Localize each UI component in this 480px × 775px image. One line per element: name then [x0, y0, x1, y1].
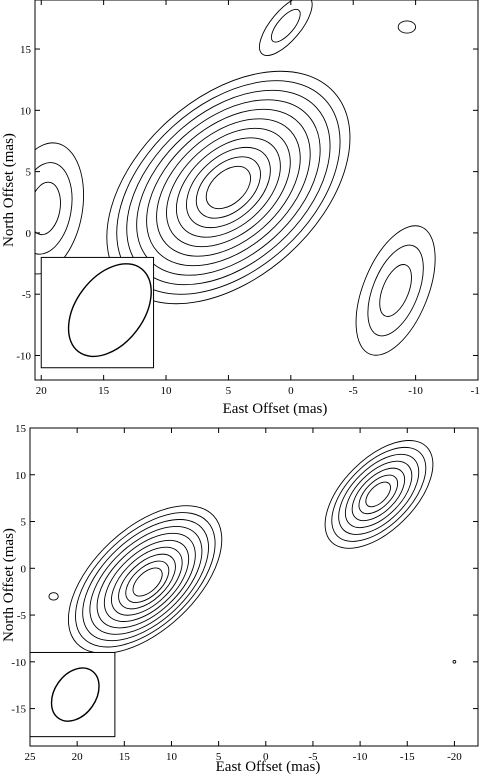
x-tick-label: 20	[36, 385, 48, 397]
contour-level	[365, 481, 391, 508]
beam-inset-frame	[29, 651, 116, 738]
x-tick-label: -5	[349, 385, 359, 397]
contour-level	[125, 560, 170, 603]
contour-level	[452, 659, 457, 664]
top-y-ticks: 15 10 5 0 -5 -10	[16, 44, 478, 362]
top-beam-inset	[40, 256, 155, 369]
contour-level	[156, 118, 301, 257]
y-tick-label: 10	[20, 105, 32, 117]
y-tick-label: 0	[26, 228, 32, 240]
contour-level	[96, 532, 196, 629]
top-x-axis-label: East Offset (mas)	[223, 401, 328, 417]
contour-level	[75, 512, 216, 648]
contour-level	[166, 127, 291, 248]
beam-ellipse	[50, 667, 100, 722]
contour-level	[35, 142, 85, 275]
bottom-contour-panel: 25 20 15 10 5 0 -5 -10 -15 -20 15 10 5 0 -5 -10 -15 Eas…	[1, 423, 479, 775]
contour-level	[67, 505, 223, 654]
y-tick-label: 5	[26, 167, 32, 179]
beam-ellipse	[67, 263, 152, 358]
x-tick-label: -10	[408, 385, 423, 397]
contour-level	[331, 446, 427, 542]
contour-level	[397, 20, 417, 34]
bottom-beam-inset	[29, 651, 116, 738]
x-tick-label: 25	[25, 751, 37, 763]
x-tick-label: -10	[353, 751, 368, 763]
contour-level	[35, 162, 73, 255]
y-tick-label: -5	[22, 289, 32, 301]
contour-level	[338, 453, 420, 535]
y-tick-label: 15	[15, 423, 27, 435]
y-tick-label: 10	[15, 470, 27, 482]
contour-level	[324, 440, 434, 549]
contour-level	[146, 108, 311, 267]
top-contour-panel: 20 15 10 5 0 -5 -10 -15 15 10 5 0 -5 -10 East Offset…	[1, 0, 480, 417]
top-contours	[35, 0, 436, 356]
bottom-y-axis-label: North Offset (mas)	[1, 528, 17, 642]
bottom-plot-frame	[29, 427, 479, 747]
contour-level	[111, 546, 183, 616]
contour-level	[103, 539, 190, 622]
x-tick-label: -20	[447, 751, 462, 763]
contour-level	[351, 467, 406, 522]
x-tick-label: 0	[263, 751, 269, 763]
x-tick-label: -15	[400, 751, 415, 763]
contour-level	[118, 553, 176, 610]
contour-level	[82, 519, 209, 642]
contour-level	[344, 460, 413, 529]
bottom-x-ticks: 25 20 15 10 5 0 -5 -10 -15 -20	[25, 428, 462, 763]
x-tick-label: 15	[119, 751, 131, 763]
contour-level	[175, 137, 281, 238]
top-x-ticks: 20 15 10 5 0 -5 -10 -15	[36, 0, 480, 397]
y-tick-label: 0	[21, 563, 27, 575]
contour-level	[132, 567, 163, 597]
y-tick-label: -10	[11, 657, 26, 669]
y-tick-label: -5	[17, 610, 27, 622]
top-y-axis-label: North Offset (mas)	[1, 133, 17, 247]
contour-level	[358, 474, 399, 515]
y-tick-label: 15	[20, 44, 32, 56]
beam-inset-frame	[40, 256, 155, 369]
contour-level	[195, 156, 261, 219]
y-tick-label: -10	[16, 350, 31, 362]
contour-level	[35, 181, 61, 236]
x-tick-label: 10	[166, 751, 178, 763]
contour-level	[48, 592, 59, 601]
bottom-x-axis-label: East Offset (mas)	[216, 759, 321, 775]
x-tick-label: -5	[308, 751, 318, 763]
x-tick-label: 15	[98, 385, 110, 397]
x-tick-label: 0	[288, 385, 294, 397]
top-plot-frame	[34, 0, 479, 381]
y-tick-label: 5	[21, 517, 27, 529]
contour-level	[89, 526, 203, 635]
contour-level	[259, 0, 313, 56]
contour-level	[367, 244, 424, 337]
x-tick-label: 20	[72, 751, 84, 763]
contour-level	[379, 264, 412, 317]
contour-level	[270, 8, 301, 43]
x-tick-label: -15	[471, 385, 480, 397]
contour-level	[185, 146, 271, 229]
y-tick-label: -15	[11, 704, 26, 716]
x-tick-label: 10	[161, 385, 173, 397]
bottom-y-ticks: 15 10 5 0 -5 -10 -15	[11, 423, 478, 716]
contour-level	[355, 225, 436, 356]
x-tick-label: 5	[226, 385, 232, 397]
contour-level	[205, 165, 251, 210]
bottom-contours	[48, 440, 457, 664]
x-tick-label: 5	[216, 751, 222, 763]
